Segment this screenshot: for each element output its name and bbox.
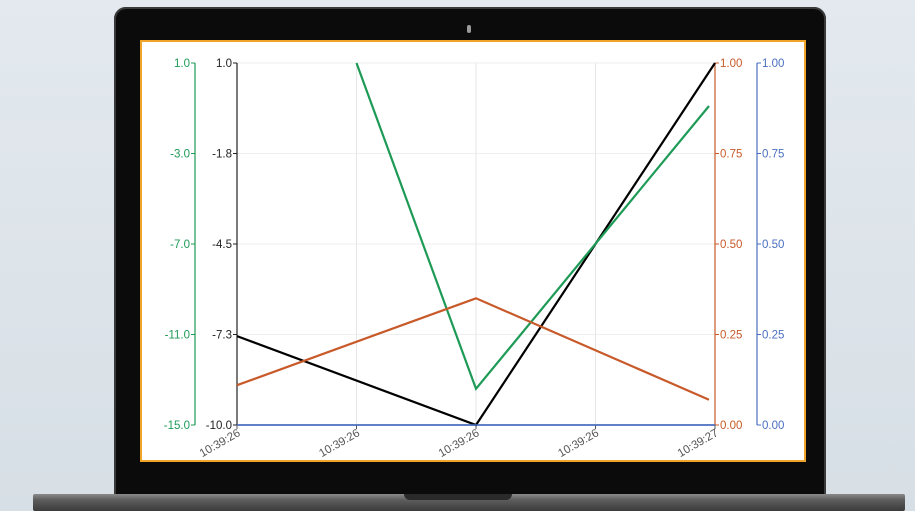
x-tick-label: 10:39:27 (676, 427, 721, 460)
laptop-screen: 1.0 -1.8 -4.5 -7.3 -10.0 1.0 -3.0 -7.0 -11.0 -15.… (140, 40, 806, 462)
left-inner-tick-label: 1.0 (216, 58, 232, 70)
right-outer-tick-label: 0.50 (762, 239, 784, 251)
left-outer-tick-label: -11.0 (165, 330, 190, 342)
x-tick-label: 10:39:26 (198, 427, 243, 460)
right-outer-tick-label: 0.25 (762, 330, 784, 342)
laptop-base (33, 494, 905, 511)
left-outer-tick-label: -3.0 (170, 149, 190, 161)
right-outer-tick-label: 1.00 (762, 58, 784, 70)
right-outer-tick-label: 0.75 (762, 149, 784, 161)
right-inner-tick-label: 1.00 (720, 58, 742, 70)
series-line-right-inner (236, 297, 710, 401)
x-tick-label: 10:39:26 (556, 427, 601, 460)
webcam-icon (467, 25, 471, 33)
right-inner-tick-label: 0.00 (720, 420, 742, 432)
series-line-left-outer (355, 62, 710, 391)
x-tick-label: 10:39:26 (437, 427, 482, 460)
right-inner-tick-label: 0.50 (720, 239, 742, 251)
multi-axis-line-chart: 1.0 -1.8 -4.5 -7.3 -10.0 1.0 -3.0 -7.0 -11.0 -15.… (164, 58, 785, 460)
left-inner-tick-label: -7.3 (212, 330, 232, 342)
left-inner-tick-label: -10.0 (206, 420, 232, 432)
right-outer-tick-label: 0.00 (762, 420, 784, 432)
left-inner-tick-label: -1.8 (212, 149, 232, 161)
right-inner-tick-label: 0.75 (720, 149, 742, 161)
x-tick-label: 10:39:26 (317, 427, 362, 460)
left-inner-tick-label: -4.5 (212, 239, 232, 251)
left-outer-tick-label: -15.0 (164, 420, 190, 432)
left-outer-tick-label: 1.0 (174, 58, 190, 70)
left-outer-tick-label: -7.0 (170, 239, 190, 251)
right-inner-tick-label: 0.25 (720, 330, 742, 342)
laptop-hinge-notch (404, 494, 512, 500)
